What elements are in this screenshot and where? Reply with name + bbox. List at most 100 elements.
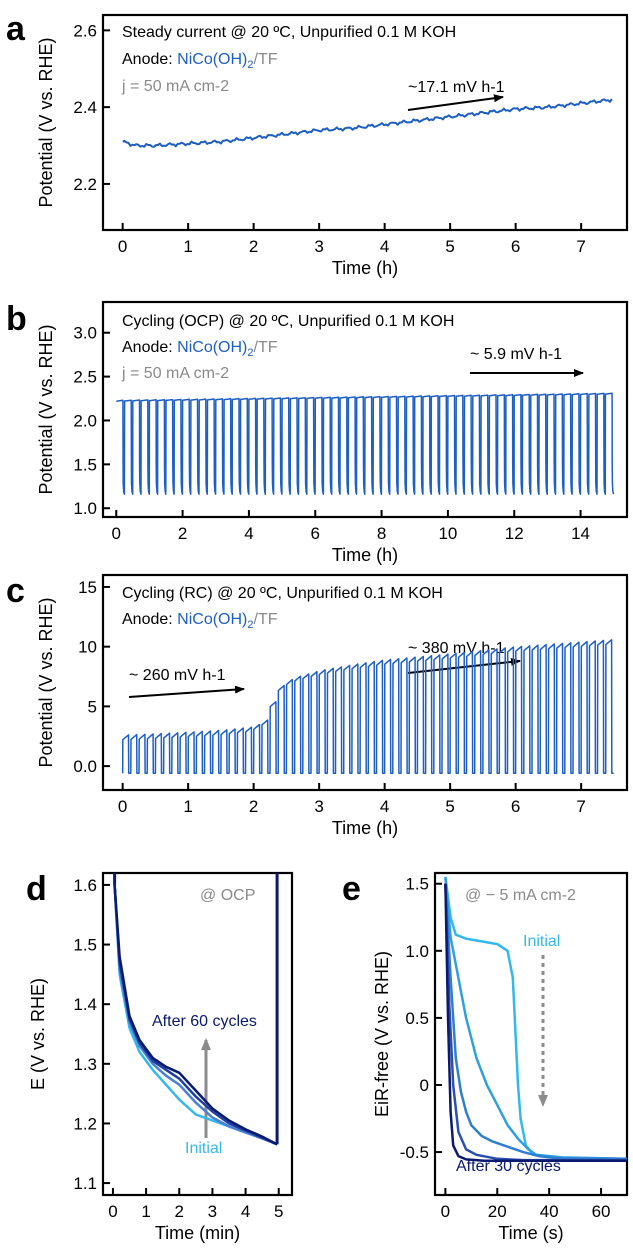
panel-b-annotation-current-density: j = 50 mA cm-2 — [121, 365, 229, 382]
x-tick-label: 5 — [274, 1202, 283, 1221]
x-axis-label: Time (h) — [332, 545, 398, 565]
y-tick-label: 1.2 — [73, 1114, 97, 1133]
series-intermediate — [444, 883, 627, 1162]
y-tick-label: 2.4 — [73, 98, 97, 117]
x-axis-label: Time (h) — [332, 258, 398, 278]
panel-b-annotation-anode: Anode: NiCo(OH)2/TF — [122, 339, 278, 359]
x-tick-label: 60 — [592, 1202, 611, 1221]
x-tick-label: 14 — [571, 524, 590, 543]
x-tick-label: 3 — [208, 1202, 217, 1221]
series-initial — [444, 876, 627, 1161]
y-tick-label: 1.6 — [73, 876, 97, 895]
x-tick-label: 10 — [438, 524, 457, 543]
series-after-30 — [444, 883, 627, 1163]
y-tick-label: 15 — [78, 578, 97, 597]
series-intermediate — [444, 883, 627, 1161]
y-tick-label: 2.2 — [73, 175, 97, 194]
x-tick-label: 1 — [183, 797, 192, 816]
panel-a-rate-label: ~17.1 mV h-1 — [408, 79, 505, 96]
x-tick-label: 4 — [244, 524, 253, 543]
x-tick-label: 8 — [377, 524, 386, 543]
x-tick-label: 7 — [576, 797, 585, 816]
panel-letter-d: d — [26, 870, 47, 908]
x-tick-label: 6 — [311, 524, 320, 543]
panel-c-rate-label-1: ~ 260 mV h-1 — [129, 667, 226, 684]
x-tick-label: 0 — [441, 1202, 450, 1221]
panel-e-after-label: After 30 cycles — [456, 1158, 561, 1175]
y-axis-label: EiR-free (V vs. RHE) — [372, 951, 392, 1117]
x-tick-label: 6 — [511, 797, 520, 816]
panel-letter-b: b — [6, 300, 27, 338]
y-tick-label: 2.0 — [73, 411, 97, 430]
y-tick-label: 0.0 — [73, 757, 97, 776]
x-axis-label: Time (h) — [332, 818, 398, 838]
x-tick-label: 2 — [175, 1202, 184, 1221]
x-tick-label: 3 — [314, 797, 323, 816]
x-tick-label: 5 — [445, 797, 454, 816]
panel-d-frame — [101, 871, 294, 1197]
panel-b-rate-label: ~ 5.9 mV h-1 — [470, 346, 562, 363]
x-tick-label: 40 — [540, 1202, 559, 1221]
x-tick-label: 1 — [183, 237, 192, 256]
y-tick-label: -0.5 — [400, 1143, 429, 1162]
x-tick-label: 4 — [241, 1202, 250, 1221]
y-tick-label: 2.6 — [73, 21, 97, 40]
y-axis-label: Potential (V vs. RHE) — [36, 37, 56, 207]
y-tick-label: 3.0 — [73, 324, 97, 343]
panel-b-frame — [101, 300, 629, 519]
y-tick-label: 1.0 — [405, 942, 429, 961]
x-tick-label: 2 — [178, 524, 187, 543]
panel-a-annotation-current-density: j = 50 mA cm-2 — [121, 78, 229, 95]
panel-e-frame — [433, 871, 629, 1197]
y-tick-label: 1.4 — [73, 995, 97, 1014]
x-tick-label: 2 — [249, 797, 258, 816]
x-tick-label: 6 — [511, 237, 520, 256]
x-tick-label: 3 — [314, 237, 323, 256]
panel-e-annotation: @ − 5 mA cm-2 — [465, 887, 576, 904]
panel-c-annotation-anode: Anode: NiCo(OH)2/TF — [122, 611, 278, 631]
y-tick-label: 0.5 — [405, 1009, 429, 1028]
y-tick-label: 1.1 — [73, 1174, 97, 1193]
series-cycling-rc — [121, 639, 614, 775]
panel-a-annotation-anode: Anode: NiCo(OH)2/TF — [122, 51, 278, 71]
y-tick-label: 10 — [78, 638, 97, 657]
series-cycling — [115, 392, 615, 495]
series-potential — [122, 98, 613, 148]
y-axis-label: Potential (V vs. RHE) — [36, 597, 56, 767]
series-intermediate — [444, 876, 628, 1161]
x-tick-label: 12 — [505, 524, 524, 543]
y-tick-label: 1.5 — [73, 936, 97, 955]
series-after-60 — [113, 884, 278, 1146]
y-axis-label: E (V vs. RHE) — [28, 978, 48, 1090]
panel-b-annotation-conditions: Cycling (OCP) @ 20 ºC, Unpurified 0.1 M … — [122, 313, 454, 330]
panel-letter-a: a — [6, 10, 26, 48]
x-tick-label: 0 — [112, 524, 121, 543]
x-tick-label: 0 — [118, 237, 127, 256]
panel-d-annotation: @ OCP — [200, 887, 255, 904]
x-tick-label: 2 — [249, 237, 258, 256]
panel-d-after-label: After 60 cycles — [152, 1013, 257, 1030]
x-tick-label: 4 — [380, 797, 389, 816]
panel-d-initial-label: Initial — [185, 1140, 222, 1157]
panel-e-initial-label: Initial — [523, 933, 560, 950]
x-axis-label: Time (s) — [498, 1223, 563, 1243]
anode-material: NiCo(OH) — [177, 51, 247, 68]
y-tick-label: 5 — [88, 697, 97, 716]
panel-a-annotation-conditions: Steady current @ 20 ºC, Unpurified 0.1 M… — [122, 24, 456, 41]
x-tick-label: 20 — [488, 1202, 507, 1221]
panel-c-frame — [101, 573, 629, 792]
y-tick-label: 0 — [420, 1076, 429, 1095]
panel-a-frame — [101, 13, 629, 232]
y-tick-label: 1.3 — [73, 1055, 97, 1074]
y-axis-label: Potential (V vs. RHE) — [36, 324, 56, 494]
x-tick-label: 7 — [576, 237, 585, 256]
y-tick-label: 1.5 — [73, 455, 97, 474]
x-tick-label: 0 — [118, 797, 127, 816]
x-tick-label: 0 — [108, 1202, 117, 1221]
panel-c-annotation-conditions: Cycling (RC) @ 20 ºC, Unpurified 0.1 M K… — [122, 585, 443, 602]
panel-letter-c: c — [6, 572, 25, 610]
panel-letter-e: e — [342, 870, 361, 908]
x-tick-label: 1 — [141, 1202, 150, 1221]
x-tick-label: 4 — [380, 237, 389, 256]
